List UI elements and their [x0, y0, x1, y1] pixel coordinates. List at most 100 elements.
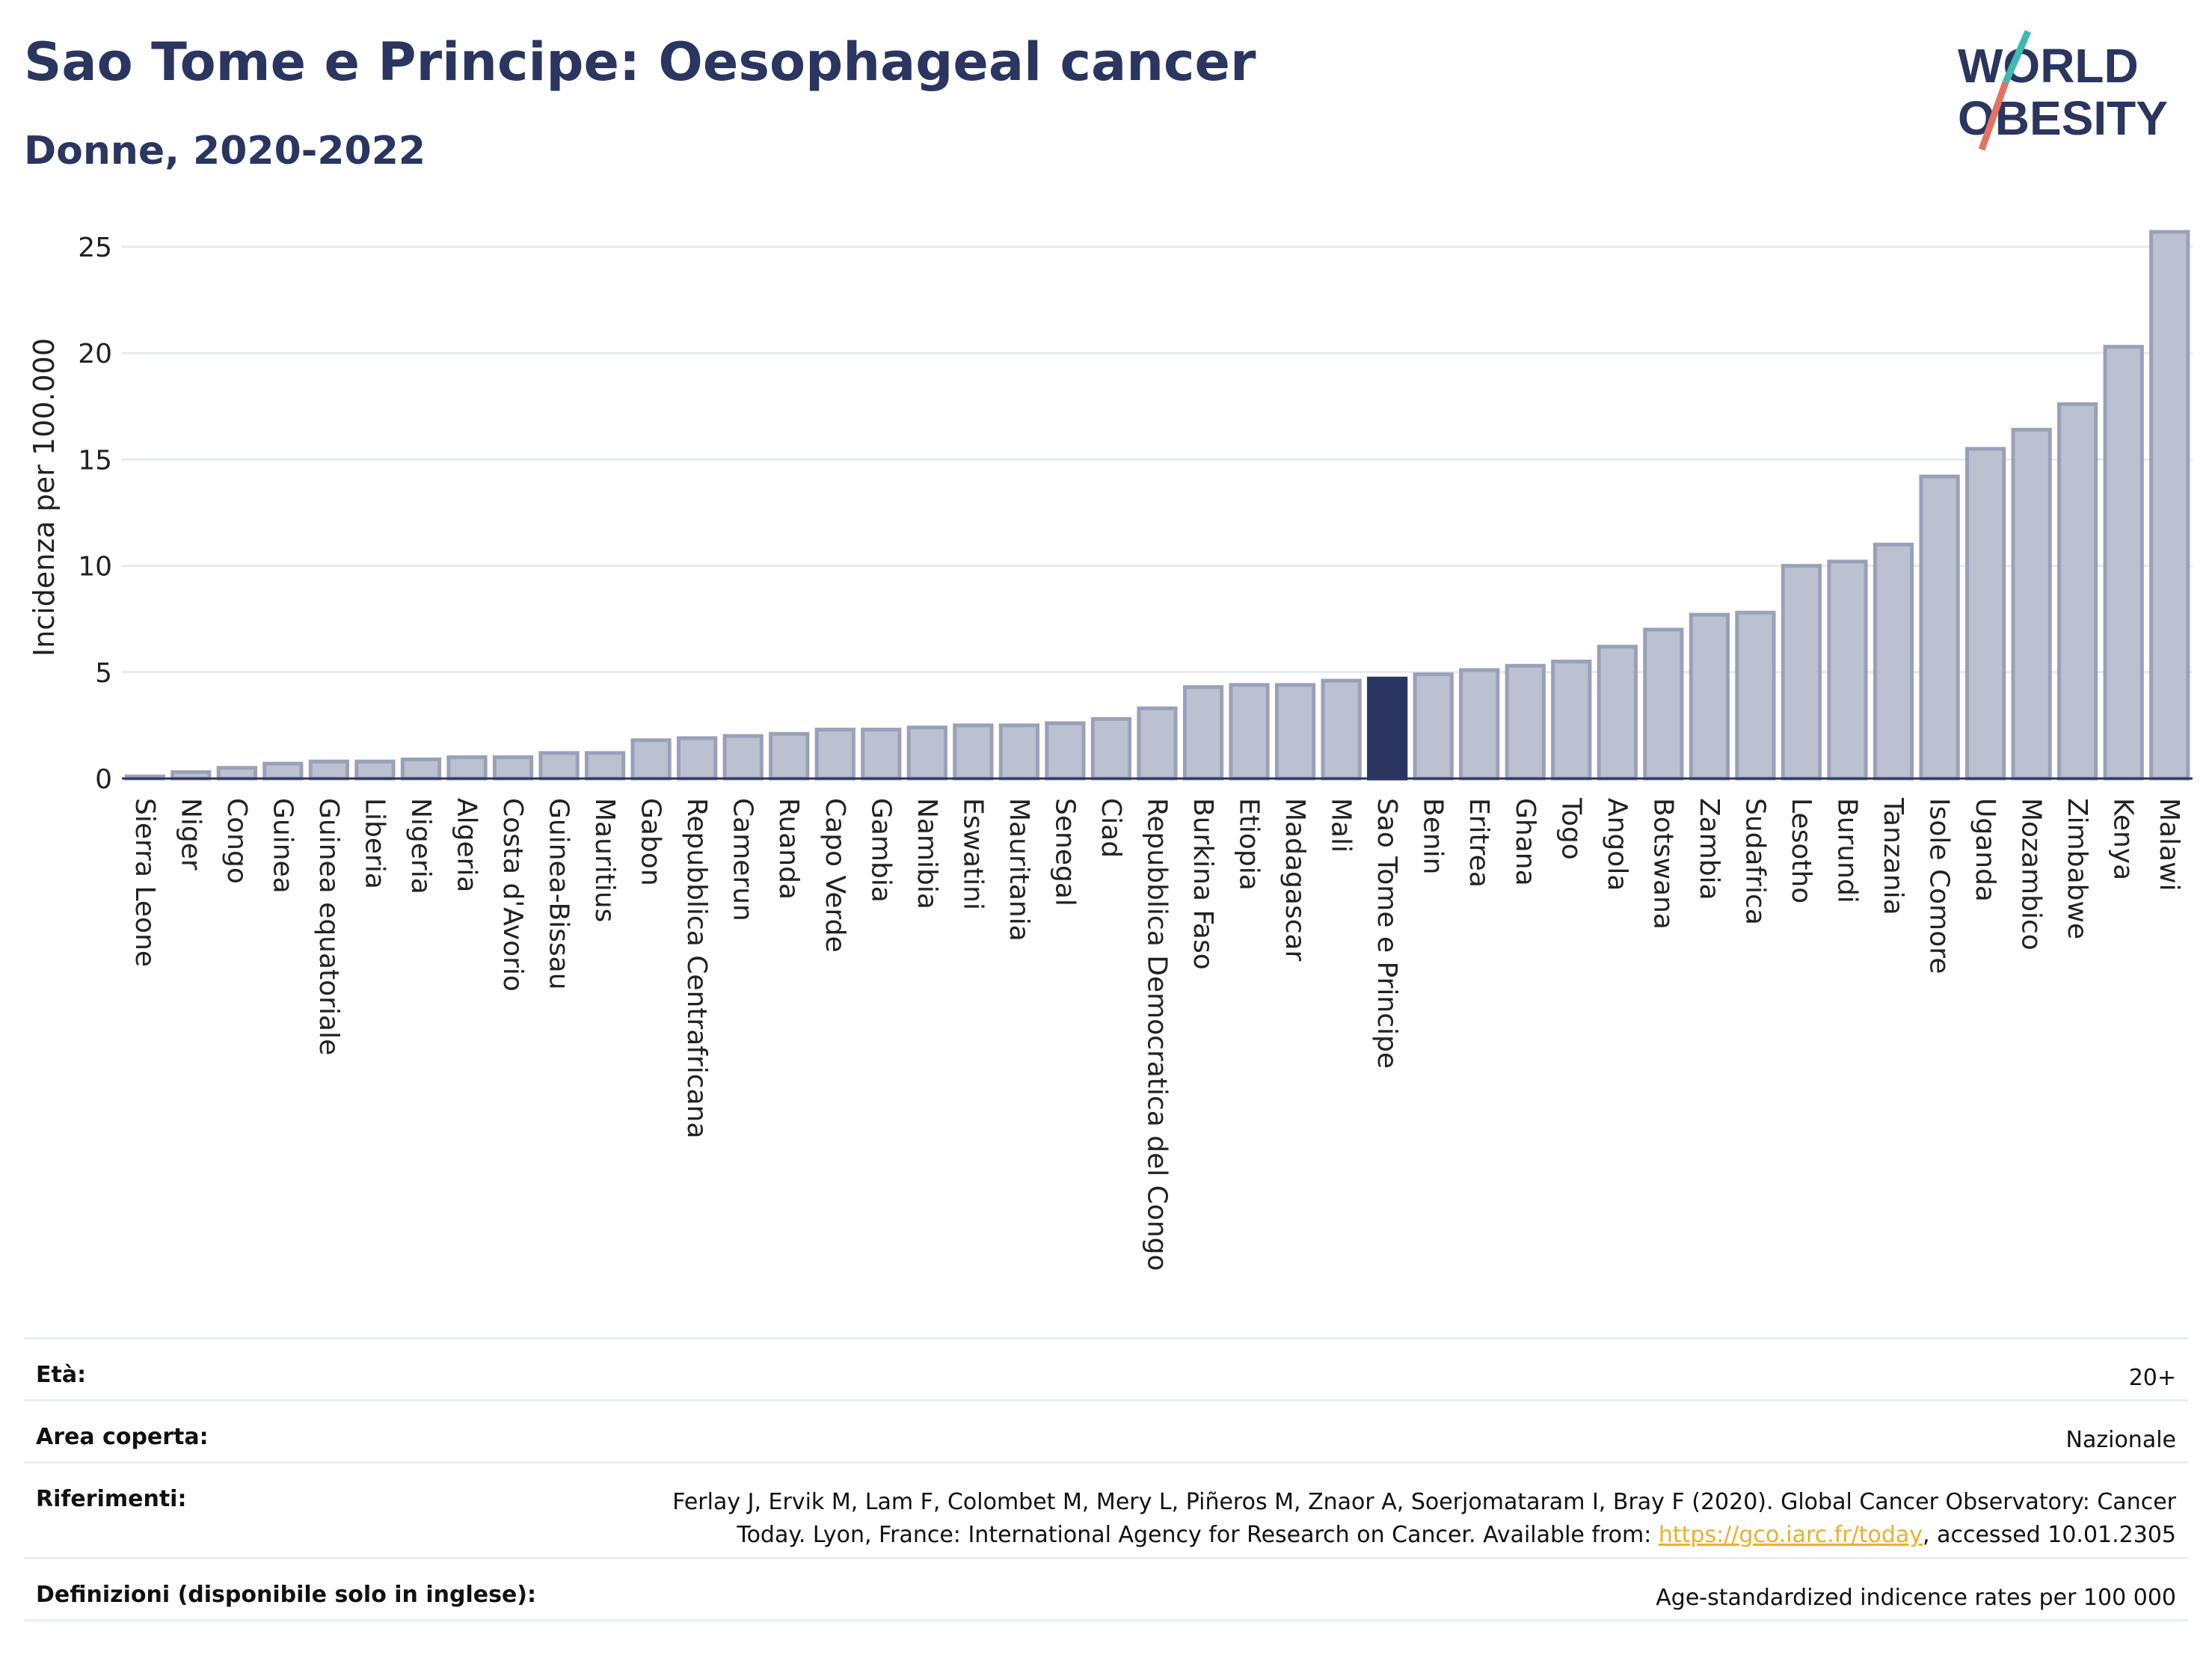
x-tick-label: Tanzania	[1878, 797, 1908, 915]
logo-slash-teal	[2002, 30, 2032, 84]
x-tick-label: Ruanda	[773, 798, 804, 900]
bar-zimbabwe	[2057, 402, 2098, 781]
bar-repubblica-centrafricana	[677, 736, 718, 781]
y-tick-label: 10	[78, 552, 112, 583]
x-tick-label: Malawi	[2154, 798, 2184, 891]
y-tick-label: 0	[95, 764, 112, 795]
bar-malawi	[2149, 230, 2190, 781]
x-tick-label: Mali	[1326, 798, 1357, 853]
bar-nigeria	[400, 757, 442, 781]
meta-ref-line2-pre: Today. Lyon, France: International Agenc…	[737, 1522, 1659, 1548]
x-tick-label: Zambia	[1694, 798, 1724, 900]
x-tick-label: Sao Tome e Principe	[1371, 798, 1402, 1069]
bar-sudafrica	[1735, 610, 1776, 781]
meta-area-value: Nazionale	[2065, 1427, 2176, 1453]
bar-madagascar	[1274, 683, 1316, 781]
x-tick-label: Namibia	[912, 798, 942, 909]
logo-slash-coral	[1978, 81, 2009, 151]
x-tick-label: Camerun	[728, 798, 758, 921]
bar-burundi	[1827, 559, 1868, 781]
x-axis-tick-labels: Sierra Leone Niger Congo Guinea Guinea equat…	[129, 797, 2184, 1271]
y-tick-label: 25	[78, 233, 112, 263]
bar-costa-d-avorio	[492, 755, 534, 781]
x-tick-label: Repubblica Centrafricana	[681, 798, 712, 1139]
bar-benin	[1413, 672, 1454, 781]
bar-isole-comore	[1919, 474, 1960, 781]
world-obesity-logo: WORLD OBESITY	[1958, 30, 2168, 151]
x-tick-label: Niger	[175, 798, 206, 871]
bar-guinea	[262, 761, 304, 781]
x-tick-label: Algeria	[452, 798, 482, 893]
x-tick-label: Sudafrica	[1739, 798, 1770, 925]
bar-mauritania	[998, 723, 1040, 781]
x-tick-label: Guinea	[267, 798, 298, 894]
bar-ciad	[1090, 716, 1132, 781]
meta-row-age: Età: 20+	[24, 1337, 2188, 1399]
meta-ref-value: Ferlay J, Ervik M, Lam F, Colombet M, Me…	[672, 1486, 2176, 1552]
x-tick-label: Repubblica Democratica del Congo	[1142, 798, 1173, 1271]
x-tick-label: Kenya	[2108, 798, 2139, 880]
x-tick-label: Lesotho	[1786, 798, 1816, 903]
x-tick-label: Capo Verde	[820, 798, 850, 953]
x-tick-label: Burkina Faso	[1188, 798, 1218, 970]
logo-line1: WORLD	[1958, 39, 2139, 93]
x-tick-label: Madagascar	[1279, 798, 1310, 962]
y-tick-label: 5	[95, 658, 112, 689]
x-tick-label: Gabon	[636, 798, 666, 886]
x-tick-label: Costa d'Avorio	[497, 798, 528, 992]
x-tick-label: Ciad	[1096, 798, 1126, 858]
chart-title: Sao Tome e Principe: Oesophageal cancer	[24, 31, 1256, 93]
bar-tanzania	[1872, 542, 1914, 781]
meta-row-area: Area coperta: Nazionale	[24, 1399, 2188, 1461]
meta-age-value: 20+	[2128, 1365, 2176, 1391]
x-tick-label: Mauritania	[1004, 798, 1034, 942]
x-tick-label: Nigeria	[405, 798, 436, 894]
bar-uganda	[1964, 446, 2006, 781]
x-tick-label: Etiopia	[1234, 798, 1265, 891]
meta-row-references: Riferimenti: Ferlay J, Ervik M, Lam F, C…	[24, 1461, 2188, 1557]
x-tick-label: Sierra Leone	[129, 798, 160, 967]
x-tick-label: Botswana	[1647, 798, 1678, 930]
bar-botswana	[1643, 627, 1684, 781]
x-tick-label: Senegal	[1049, 798, 1080, 906]
x-tick-label: Mozambico	[2016, 798, 2047, 951]
bar-congo	[216, 766, 257, 781]
bar-capo-verde	[814, 728, 855, 781]
chart-subtitle: Donne, 2020-2022	[24, 129, 426, 174]
reference-link[interactable]: https://gco.iarc.fr/today	[1658, 1522, 1923, 1548]
meta-row-definitions: Definizioni (disponibile solo in inglese…	[24, 1557, 2188, 1621]
bar-etiopia	[1229, 683, 1270, 781]
y-axis-ticks: 0 5 10 15 20 25	[78, 233, 112, 795]
x-tick-label: Togo	[1555, 797, 1586, 860]
bar-zambia	[1689, 612, 1730, 781]
bar-eswatini	[953, 723, 994, 781]
y-tick-label: 20	[78, 339, 112, 369]
bars	[124, 230, 2190, 781]
bar-liberia	[354, 759, 396, 781]
metadata-table: Età: 20+ Area coperta: Nazionale Riferim…	[24, 1337, 2188, 1621]
bar-lesotho	[1781, 564, 1822, 781]
bar-mozambico	[2011, 428, 2052, 781]
y-tick-label: 15	[78, 445, 112, 476]
x-tick-label: Benin	[1418, 798, 1448, 874]
bar-guinea-bissau	[538, 751, 580, 781]
x-tick-label: Burundi	[1832, 798, 1863, 903]
y-axis-label: Incidenza per 100.000	[28, 338, 61, 657]
bar-ghana	[1505, 663, 1546, 781]
bar-algeria	[446, 755, 488, 781]
x-tick-label: Congo	[221, 798, 252, 884]
meta-def-label: Definizioni (disponibile solo in inglese…	[36, 1582, 536, 1608]
bar-mali	[1321, 678, 1362, 781]
meta-area-label: Area coperta:	[36, 1424, 209, 1450]
bar-camerun	[722, 734, 764, 781]
x-tick-label: Liberia	[359, 798, 390, 889]
bar-gambia	[861, 728, 902, 781]
bar-ruanda	[769, 731, 810, 781]
x-tick-label: Zimbabwe	[2062, 798, 2092, 939]
bar-mauritius	[584, 751, 626, 781]
x-tick-label: Eritrea	[1463, 798, 1494, 888]
bar-chart: 0 5 10 15 20 25 Incidenza per 100.000 Sierra …	[28, 230, 2193, 1271]
meta-ref-label: Riferimenti:	[36, 1486, 187, 1512]
x-tick-label: Guinea equatoriale	[313, 798, 344, 1055]
bar-namibia	[906, 725, 947, 781]
